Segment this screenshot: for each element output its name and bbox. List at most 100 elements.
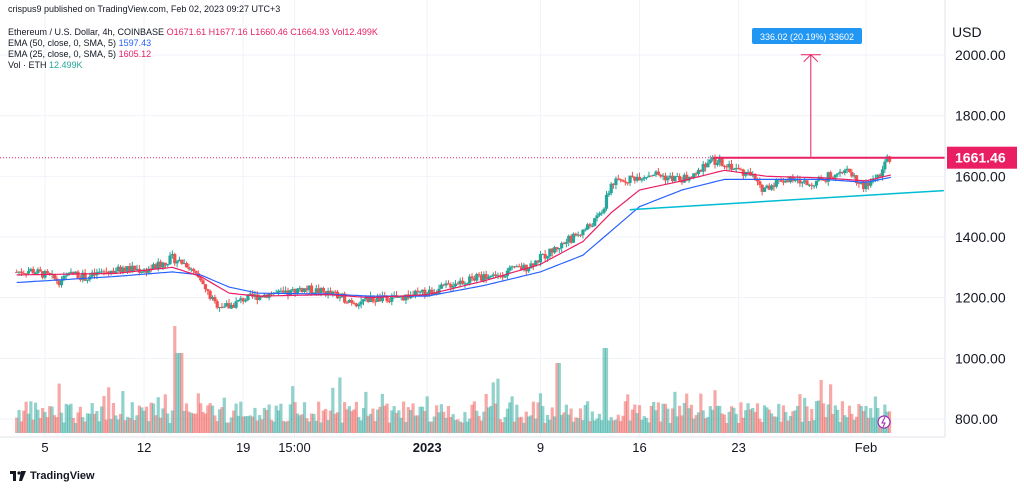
candle-body [36, 269, 40, 274]
candle-body [229, 304, 233, 309]
volume-bar [508, 402, 512, 433]
volume-bar [343, 402, 347, 433]
candle-body [368, 295, 373, 303]
volume-bar [31, 419, 35, 433]
volume-bar [427, 421, 432, 433]
volume-bar [732, 407, 736, 433]
volume-bar [425, 396, 429, 433]
candle-body [807, 184, 811, 186]
candle-body [843, 170, 847, 174]
ema25-legend[interactable]: EMA (25, close, 0, SMA, 5) 1605.12 [8, 49, 151, 60]
candle-body [718, 158, 722, 164]
volume-bar [175, 353, 179, 433]
volume-bar [251, 416, 255, 433]
candle-body [824, 180, 828, 182]
volume-bar [581, 420, 585, 433]
candle-body [505, 270, 510, 276]
volume-bar [680, 415, 684, 433]
volume-bar [477, 415, 481, 433]
volume-bar [812, 420, 816, 433]
volume-bar [24, 401, 28, 433]
ema25-line [16, 169, 891, 299]
candle-body [81, 272, 85, 280]
volume-bar [739, 402, 743, 433]
price-axis[interactable]: USD 2000.00 1800.00 1600.00 1400.00 1200.00 10… [947, 24, 1017, 427]
candle-body [586, 224, 590, 230]
volume-bar [430, 421, 434, 433]
volume-bar [668, 422, 672, 433]
candle-body [192, 268, 196, 272]
candle-body [210, 297, 215, 299]
volume-bar [241, 416, 245, 433]
candle-body [293, 289, 297, 294]
volume-bar [602, 348, 606, 433]
publisher-line: crispus9 published on TradingView.com, F… [8, 4, 280, 15]
candle-body [862, 182, 866, 190]
volume-bar [711, 409, 715, 433]
candle-body [472, 278, 476, 281]
candle-body [385, 296, 389, 302]
volume-bar [628, 420, 632, 433]
candle-body [248, 293, 252, 295]
volume-bar [319, 422, 323, 433]
volume-bar [390, 410, 394, 433]
volume-bar [234, 403, 238, 433]
candle-body [887, 156, 892, 162]
candle-body [689, 176, 694, 178]
volume-bar [494, 403, 498, 433]
candle-body [442, 284, 446, 286]
candle-body [307, 285, 311, 291]
volume-bar [258, 415, 262, 433]
candle-body [836, 173, 840, 175]
volume-bar [713, 390, 717, 433]
candle-body [583, 229, 587, 231]
volume-bar [821, 403, 826, 433]
volume-bar [529, 415, 533, 433]
volume-legend[interactable]: Vol · ETH 12.499K [8, 60, 83, 71]
candle-body [545, 256, 550, 259]
candle-body [555, 247, 559, 250]
candle-body [24, 273, 28, 275]
footer-brand[interactable]: TradingView [10, 470, 95, 482]
volume-bar [536, 402, 540, 433]
candle-body [560, 243, 564, 249]
price-tick-label: 1600.00 [955, 168, 1006, 184]
candle-body [659, 174, 663, 177]
ema50-legend[interactable]: EMA (50, close, 0, SMA, 5) 1597.43 [8, 38, 151, 49]
volume-bar [284, 421, 288, 433]
candle-body [22, 273, 26, 275]
volume-bar [376, 409, 380, 433]
volume-bar [538, 393, 543, 433]
time-axis[interactable]: 5 12 19 15:00 2023 9 16 23 Feb [41, 440, 877, 455]
volume-bar [15, 417, 19, 433]
candle-body [156, 261, 160, 269]
volume-bar [758, 418, 762, 433]
volume-bar [109, 418, 113, 433]
candle-body [102, 271, 106, 273]
candle-body [652, 174, 656, 176]
candle-body [460, 280, 465, 284]
candle-body [151, 264, 156, 270]
volume-bar [453, 420, 458, 433]
volume-bar [286, 420, 290, 433]
candle-body [496, 275, 500, 277]
candle-body [527, 268, 531, 272]
volume-bar [229, 417, 233, 433]
candle-body [567, 235, 571, 243]
candle-body [187, 267, 191, 269]
volume-bar [26, 413, 31, 433]
volume-bar [194, 413, 198, 433]
volume-bar [307, 421, 311, 433]
candle-body [486, 277, 491, 279]
volume-bar [260, 419, 264, 433]
volume-bar [272, 421, 276, 433]
volume-bar [22, 410, 26, 433]
volume-bar [411, 403, 415, 433]
candle-body [15, 271, 19, 273]
lightning-icon [877, 415, 891, 429]
volume-bar [703, 418, 708, 433]
candle-body [354, 303, 359, 307]
volume-bar [798, 394, 802, 433]
candle-body [491, 274, 495, 276]
